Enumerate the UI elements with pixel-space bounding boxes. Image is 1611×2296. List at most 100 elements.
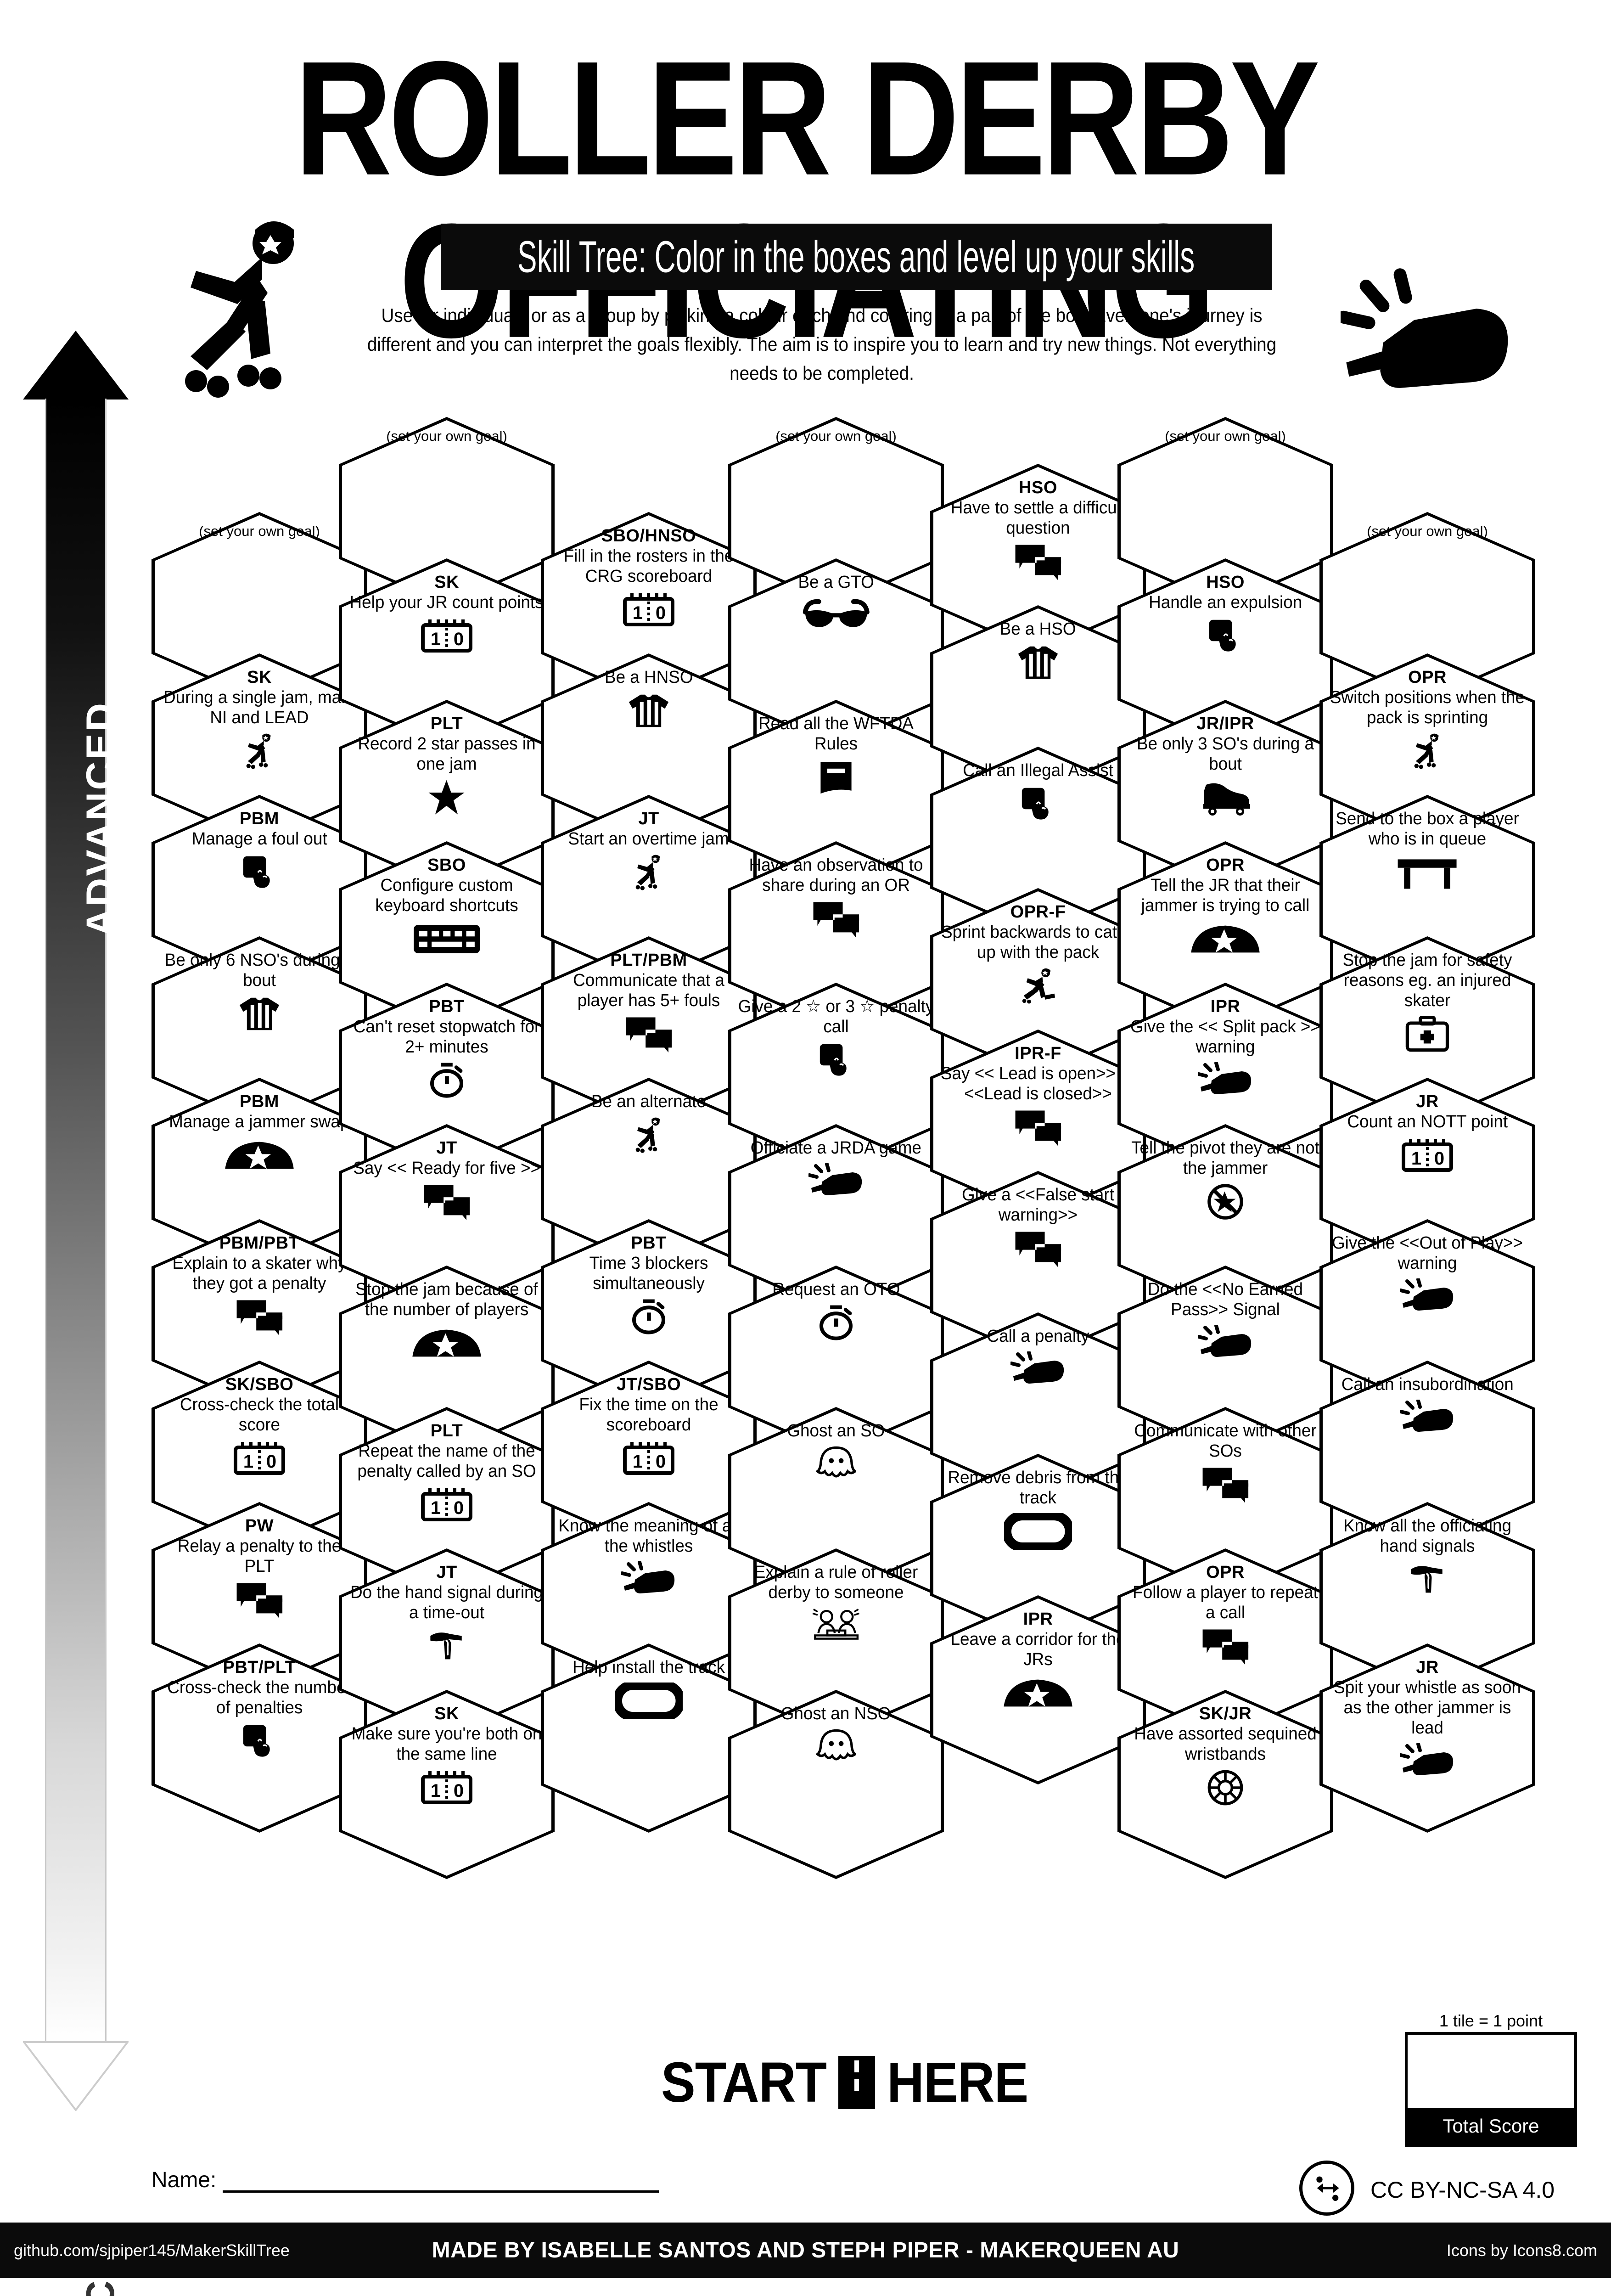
skill-role-label: IPR [1023,1609,1053,1629]
skill-description: Relay a penalty to the PLT [177,1536,342,1576]
name-input-line[interactable] [223,2188,659,2193]
hex-content: Call an insubordination [1326,1374,1529,1542]
whistle-icon [808,1162,864,1201]
page-footer: github.com/sjpiper145/MakerSkillTree MAD… [0,2223,1611,2278]
speech-bubbles-icon [1014,1229,1063,1268]
skill-tile[interactable]: SK During a single jam, mark NI and LEAD [152,653,367,843]
hex-content: PBM Manage a foul out [158,809,361,976]
skill-tile[interactable]: PBT/PLT Cross-check the number of penalti… [152,1643,367,1833]
skill-description: Communicate with other SOs [1134,1421,1317,1461]
hex-content: Be a HNSO [547,667,750,834]
track-icon [614,1681,683,1721]
whistle-icon [1400,1398,1455,1438]
hex-content: SK Help your JR count points 1 0 [345,572,548,739]
whistle-icon [1198,1061,1253,1100]
custom-goal-placeholder: (set your own goal) [199,523,320,539]
hex-content: PBM Manage a jammer swap [158,1092,361,1259]
skill-tile-custom-goal[interactable]: (set your own goal) [1117,417,1333,606]
skill-description: During a single jam, mark NI and LEAD [163,688,355,728]
skill-description: Know all the officiating hand signals [1343,1516,1512,1556]
svg-text:1: 1 [243,1452,253,1472]
custom-goal-placeholder: (set your own goal) [1165,428,1286,444]
skill-description: Make sure you're both on the same line [351,1724,542,1764]
skill-tile[interactable]: PLT Record 2 star passes in one jam [339,700,555,889]
skill-description: Ghost an SO [787,1421,885,1441]
skill-tile-custom-goal[interactable]: (set your own goal) [1319,512,1535,701]
skill-role-label: JT [436,1563,457,1582]
skill-tile[interactable]: SK Make sure you're both on the same line… [339,1690,555,1879]
skill-tile[interactable]: Help install the track [541,1643,757,1833]
subtitle-banner: Skill Tree: Color in the boxes and level… [441,224,1272,290]
skill-description: Help install the track [573,1658,725,1677]
skill-description: Call an insubordination [1341,1375,1514,1394]
total-score-label: Total Score [1408,2108,1574,2144]
custom-goal-placeholder: (set your own goal) [775,428,897,444]
skill-tile[interactable]: PBM Manage a jammer swap [152,1078,367,1267]
stopwatch-icon [818,1303,854,1343]
hex-content: OPR-F Sprint backwards to catch up with t… [937,902,1139,1069]
svg-text:1: 1 [633,1452,643,1472]
skill-description: Fix the time on the scoreboard [579,1395,718,1435]
skill-tile[interactable]: Give a 2 ☆ or 3 ☆ penalty call [728,983,944,1172]
skill-description: Spit your whistle as soon as the other j… [1334,1678,1521,1738]
skill-tile[interactable]: Be an alternate [541,1078,757,1267]
skill-description: Fill in the rosters in the CRG scoreboar… [563,546,734,586]
skill-role-label: PLT/PBM [610,951,687,970]
striped-shirt-icon [627,691,671,731]
hex-content: Be an alternate [547,1092,750,1259]
skill-tile[interactable]: Ghost an NSO [728,1690,944,1879]
skill-description: Help your JR count points [349,593,544,613]
svg-text:1: 1 [431,1498,441,1518]
skill-role-label: OPR [1206,1563,1245,1582]
hex-content: PBT/PLT Cross-check the number of penalti… [158,1657,361,1824]
skill-description: Send to the box a player who is in queue [1336,809,1519,849]
skill-description: Time 3 blockers simultaneously [589,1254,708,1294]
footer-credits: MADE BY ISABELLE SANTOS AND STEPH PIPER … [432,2238,1179,2262]
skill-tile[interactable]: Have an observation to share during an O… [728,841,944,1030]
skill-role-label: IPR-F [1015,1044,1061,1063]
hex-content: IPR Leave a corridor for the JRs [937,1609,1139,1776]
hex-content: OPR Switch positions when the pack is spr… [1326,667,1529,834]
speech-bubbles-icon [235,1580,284,1620]
skill-tile[interactable]: SBO Configure custom keyboard shortcuts [339,841,555,1030]
skill-description: Say << Lead is open>> or <<Lead is close… [940,1064,1136,1104]
skill-tile[interactable]: Request an OTO [728,1266,944,1455]
speech-bubbles-icon [1014,542,1063,581]
svg-text:0: 0 [266,1452,276,1472]
skill-tile[interactable]: SK/JR Have assorted sequined wristbands [1117,1690,1333,1879]
skill-tile[interactable]: Be a HSO [930,605,1146,794]
speech-bubbles-icon [1014,1108,1063,1147]
skill-description: Read all the WFTDA Rules [758,714,914,754]
skill-tile[interactable]: JR Spit your whistle as soon as the other… [1319,1643,1535,1833]
name-field-row[interactable]: Name: [152,2167,659,2193]
hex-content: SK/SBO Cross-check the total score 1 0 [158,1374,361,1542]
skill-description: Be only 6 NSO's during a bout [164,951,354,990]
speech-bubbles-icon [422,1182,472,1221]
skill-tile[interactable]: Stop the jam because of the number of pl… [339,1266,555,1455]
hex-content: Ghost an NSO [735,1704,937,1871]
sunglasses-icon [802,596,870,636]
roller-skate-icon [1198,778,1253,817]
skill-tile[interactable]: PLT Repeat the name of the penalty called… [339,1407,555,1596]
skill-role-label: JT [638,809,659,828]
skill-description: Be a GTO [798,573,874,592]
skill-description: Officiate a JRDA game [750,1138,922,1158]
hex-content: HSO Handle an expulsion [1124,572,1327,739]
hex-content: Do the <<No Earned Pass>> Signal [1124,1279,1327,1446]
skill-description: Call an Illegal Assist [963,761,1113,780]
jammer-helmet-icon [223,1136,296,1175]
speech-bubbles-icon [1201,1626,1250,1666]
running-icon [1020,966,1056,1006]
skill-role-label: HSO [1019,478,1057,497]
speech-bubbles-icon [235,1297,284,1337]
total-score-box[interactable] [1405,2032,1577,2147]
skill-description: Count an NOTT point [1347,1112,1508,1132]
footer-repo-link[interactable]: github.com/sjpiper145/MakerSkillTree [14,2240,290,2260]
skill-role-label: PBM [240,809,279,828]
hand-signal-icon [1409,1560,1446,1599]
first-aid-icon [1405,1014,1450,1054]
hex-content: SBO Configure custom keyboard shortcuts [345,855,548,1022]
skill-tile[interactable]: IPR Leave a corridor for the JRs [930,1595,1146,1784]
skill-tile[interactable]: IPR Give the << Split pack >> warning [1117,983,1333,1172]
